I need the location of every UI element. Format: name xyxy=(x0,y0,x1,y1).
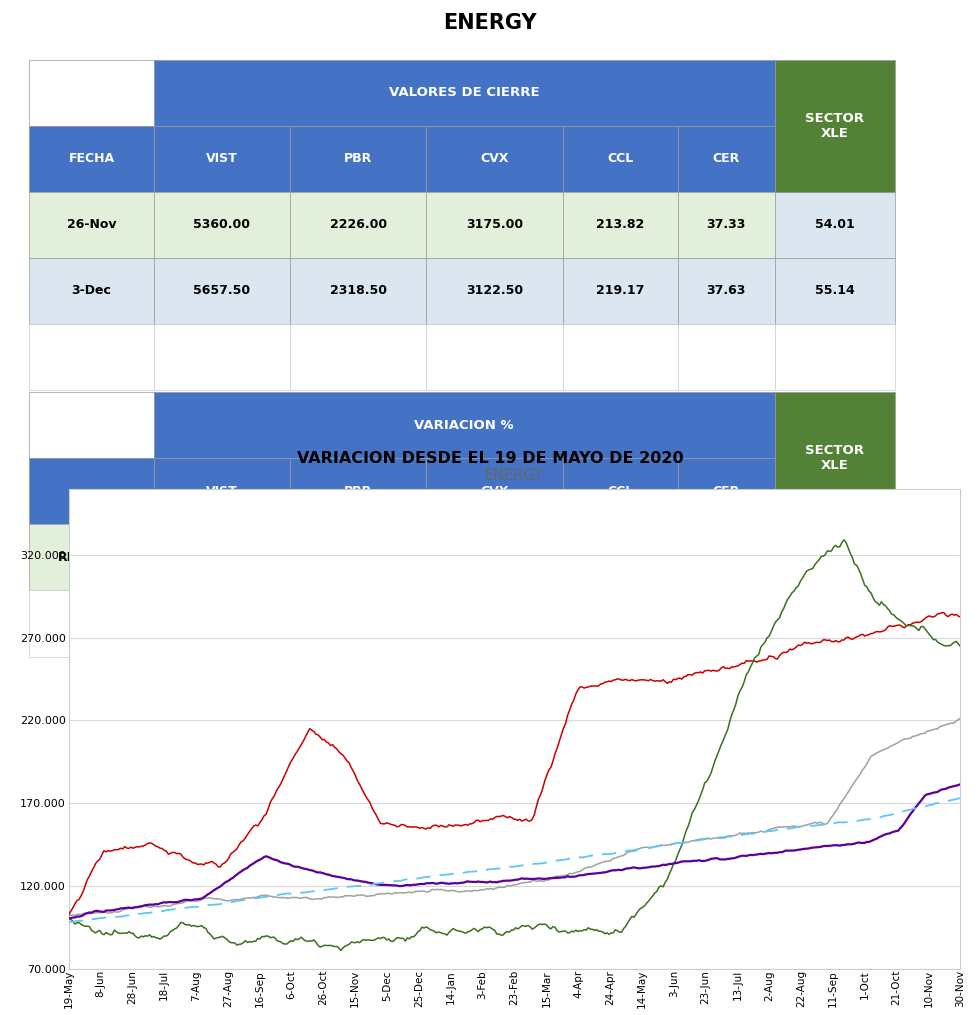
Text: VIST: VIST xyxy=(206,485,238,497)
Bar xyxy=(563,591,678,657)
Text: 5.55%: 5.55% xyxy=(200,551,244,564)
Text: VARIACION %: VARIACION % xyxy=(415,419,514,431)
Text: SECTOR
XLE: SECTOR XLE xyxy=(806,445,864,472)
Bar xyxy=(563,258,678,324)
Text: 4.16%: 4.16% xyxy=(336,551,380,564)
Bar xyxy=(678,459,774,525)
Text: 0.81%: 0.81% xyxy=(705,551,748,564)
Bar xyxy=(678,192,774,258)
Bar xyxy=(774,525,896,591)
Bar xyxy=(290,192,426,258)
Text: 2226.00: 2226.00 xyxy=(329,218,387,231)
Text: VALORES DE CIERRE: VALORES DE CIERRE xyxy=(389,86,540,99)
Bar xyxy=(29,392,154,459)
Bar xyxy=(29,60,154,126)
Text: 55.14: 55.14 xyxy=(815,284,855,297)
Text: 213.82: 213.82 xyxy=(596,218,645,231)
Bar xyxy=(29,591,154,657)
Text: 2318.50: 2318.50 xyxy=(329,284,387,297)
Bar xyxy=(563,126,678,192)
Bar xyxy=(29,126,154,192)
Text: 3-Dec: 3-Dec xyxy=(72,284,112,297)
Bar xyxy=(290,525,426,591)
Bar xyxy=(426,126,563,192)
Text: CCL: CCL xyxy=(608,152,633,165)
Bar xyxy=(774,258,896,324)
Bar xyxy=(774,392,896,525)
Bar xyxy=(154,192,290,258)
Text: CCL: CCL xyxy=(608,485,633,497)
Bar xyxy=(678,126,774,192)
Bar xyxy=(426,591,563,657)
Bar xyxy=(678,258,774,324)
Bar xyxy=(290,126,426,192)
Text: VARIACION DESDE EL 19 DE MAYO DE 2020: VARIACION DESDE EL 19 DE MAYO DE 2020 xyxy=(297,451,683,466)
Bar xyxy=(290,258,426,324)
Bar xyxy=(154,324,290,390)
Bar xyxy=(154,126,290,192)
Bar xyxy=(774,591,896,657)
Bar xyxy=(774,192,896,258)
Bar xyxy=(29,192,154,258)
Bar xyxy=(563,324,678,390)
Bar xyxy=(29,525,154,591)
Text: 2.09%: 2.09% xyxy=(813,551,857,564)
Bar xyxy=(290,324,426,390)
Bar xyxy=(426,324,563,390)
Text: 5657.50: 5657.50 xyxy=(193,284,251,297)
Bar xyxy=(678,525,774,591)
Text: SECTOR
XLE: SECTOR XLE xyxy=(806,112,864,140)
Text: RETORNO: RETORNO xyxy=(58,551,125,564)
Text: 54.01: 54.01 xyxy=(815,218,855,231)
Text: 219.17: 219.17 xyxy=(596,284,645,297)
Text: 37.63: 37.63 xyxy=(707,284,746,297)
Bar xyxy=(29,324,154,390)
Bar xyxy=(154,459,290,525)
Text: CVX: CVX xyxy=(480,485,509,497)
Bar xyxy=(563,525,678,591)
Text: CVX: CVX xyxy=(480,152,509,165)
Text: 3175.00: 3175.00 xyxy=(466,218,523,231)
Bar xyxy=(426,459,563,525)
Bar xyxy=(154,591,290,657)
Text: 5360.00: 5360.00 xyxy=(193,218,251,231)
Text: 3122.50: 3122.50 xyxy=(466,284,523,297)
Bar xyxy=(29,258,154,324)
Text: PBR: PBR xyxy=(344,152,372,165)
Text: VIST: VIST xyxy=(206,152,238,165)
Bar xyxy=(774,324,896,390)
Bar xyxy=(154,392,774,459)
Text: 37.33: 37.33 xyxy=(707,218,746,231)
Bar xyxy=(426,258,563,324)
Bar xyxy=(290,591,426,657)
Bar xyxy=(154,60,774,126)
Bar xyxy=(154,258,290,324)
Bar xyxy=(678,324,774,390)
Text: CER: CER xyxy=(712,485,740,497)
Text: -1.65%: -1.65% xyxy=(470,551,518,564)
Bar xyxy=(563,459,678,525)
Bar xyxy=(290,459,426,525)
Bar xyxy=(774,60,896,192)
Bar xyxy=(426,192,563,258)
Text: FECHA: FECHA xyxy=(69,152,115,165)
Text: CER: CER xyxy=(712,152,740,165)
Bar xyxy=(29,459,154,525)
Bar xyxy=(154,525,290,591)
Bar xyxy=(563,192,678,258)
Text: PBR: PBR xyxy=(344,485,372,497)
Text: 26-Nov: 26-Nov xyxy=(67,218,117,231)
Text: 2.50%: 2.50% xyxy=(599,551,642,564)
Bar xyxy=(678,591,774,657)
Text: ENERGY: ENERGY xyxy=(443,13,537,32)
Bar xyxy=(426,525,563,591)
